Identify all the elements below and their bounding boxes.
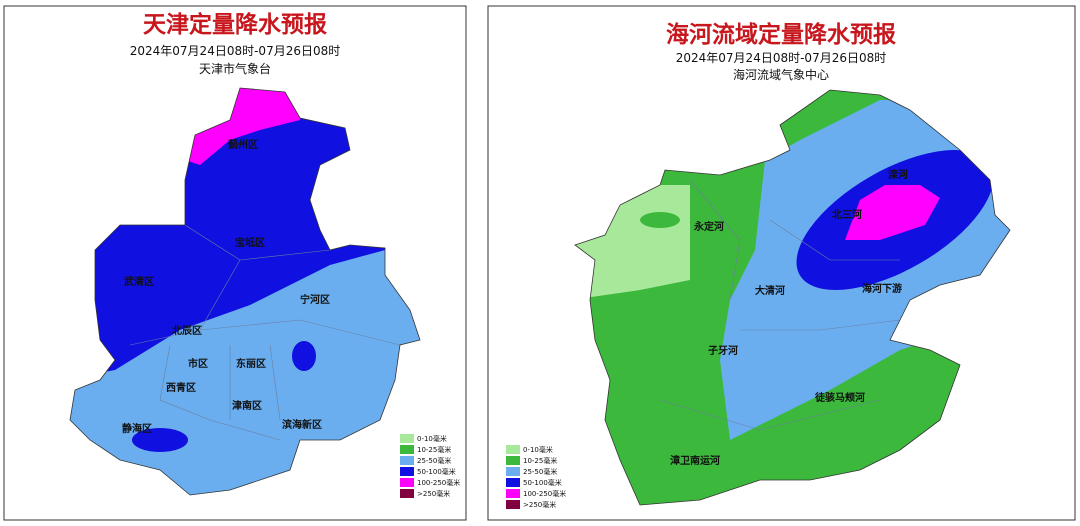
basin-label: 子牙河 — [708, 345, 738, 357]
map-title: 海河流域定量降水预报 — [666, 21, 896, 48]
legend-swatch — [400, 445, 414, 454]
map-title: 天津定量降水预报 — [143, 11, 327, 38]
region-label: 津南区 — [232, 399, 262, 412]
region-label: 市区 — [188, 357, 208, 370]
legend-swatch — [506, 478, 520, 487]
legend-swatch — [400, 478, 414, 487]
legend-swatch — [400, 489, 414, 498]
basin-label: 徒骇马颊河 — [814, 391, 865, 404]
issuer: 海河流域气象中心 — [733, 67, 829, 82]
legend-swatch — [506, 489, 520, 498]
legend-label: 100-250毫米 — [523, 489, 566, 498]
region-labels: 蓟州区 宝坻区 武清区 北辰区 宁河区 市区 东丽区 西青区 津南区 静海区 滨… — [122, 138, 330, 435]
legend-label: 50-100毫米 — [417, 467, 456, 476]
legend-swatch — [400, 434, 414, 443]
region-label: 蓟州区 — [227, 138, 258, 151]
region-label: 滨海新区 — [282, 418, 322, 431]
legend-swatch — [506, 467, 520, 476]
period: 2024年07月24日08时-07月26日08时 — [130, 44, 341, 58]
legend-label: 10-25毫米 — [417, 445, 451, 454]
legend-swatch — [400, 467, 414, 476]
legend: 0-10毫米 10-25毫米 25-50毫米 50-100毫米 100-250毫米 >25… — [506, 445, 566, 509]
legend-swatch — [506, 500, 520, 509]
basin-label: 漳卫南运河 — [670, 454, 720, 467]
region-label: 武清区 — [124, 275, 154, 288]
basin-label: 滦河 — [888, 168, 908, 181]
region-label: 静海区 — [122, 422, 152, 435]
issuer: 天津市气象台 — [199, 61, 271, 76]
legend-label: 0-10毫米 — [523, 445, 553, 454]
haihe-outline — [574, 89, 1011, 506]
legend-swatch — [506, 456, 520, 465]
region-label: 东丽区 — [236, 357, 266, 370]
legend-label: 25-50毫米 — [523, 467, 557, 476]
legend-swatch — [400, 456, 414, 465]
region-label: 北辰区 — [172, 324, 202, 337]
legend-label: >250毫米 — [417, 489, 450, 498]
legend-swatch — [506, 445, 520, 454]
region-label: 宁河区 — [300, 293, 330, 306]
period: 2024年07月24日08时-07月26日08时 — [676, 51, 887, 65]
basin-label: 北三河 — [832, 208, 862, 221]
legend-label: 50-100毫米 — [523, 478, 562, 487]
basin-labels: 永定河 大清河 子牙河 海河下游 徒骇马颊河 漳卫南运河 滦河 北三河 — [670, 168, 908, 467]
basin-label: 大清河 — [755, 284, 785, 297]
legend-label: 100-250毫米 — [417, 478, 460, 487]
basin-label: 永定河 — [693, 220, 724, 233]
legend-label: >250毫米 — [523, 500, 556, 509]
basin-label: 海河下游 — [862, 282, 902, 295]
legend-label: 0-10毫米 — [417, 434, 447, 443]
legend-label: 10-25毫米 — [523, 456, 557, 465]
region-label: 宝坻区 — [235, 236, 265, 249]
region-label: 西青区 — [166, 381, 196, 394]
legend-label: 25-50毫米 — [417, 456, 451, 465]
legend: 0-10毫米 10-25毫米 25-50毫米 50-100毫米 100-250毫米 >25… — [400, 434, 460, 498]
tianjin-outline — [69, 87, 421, 496]
